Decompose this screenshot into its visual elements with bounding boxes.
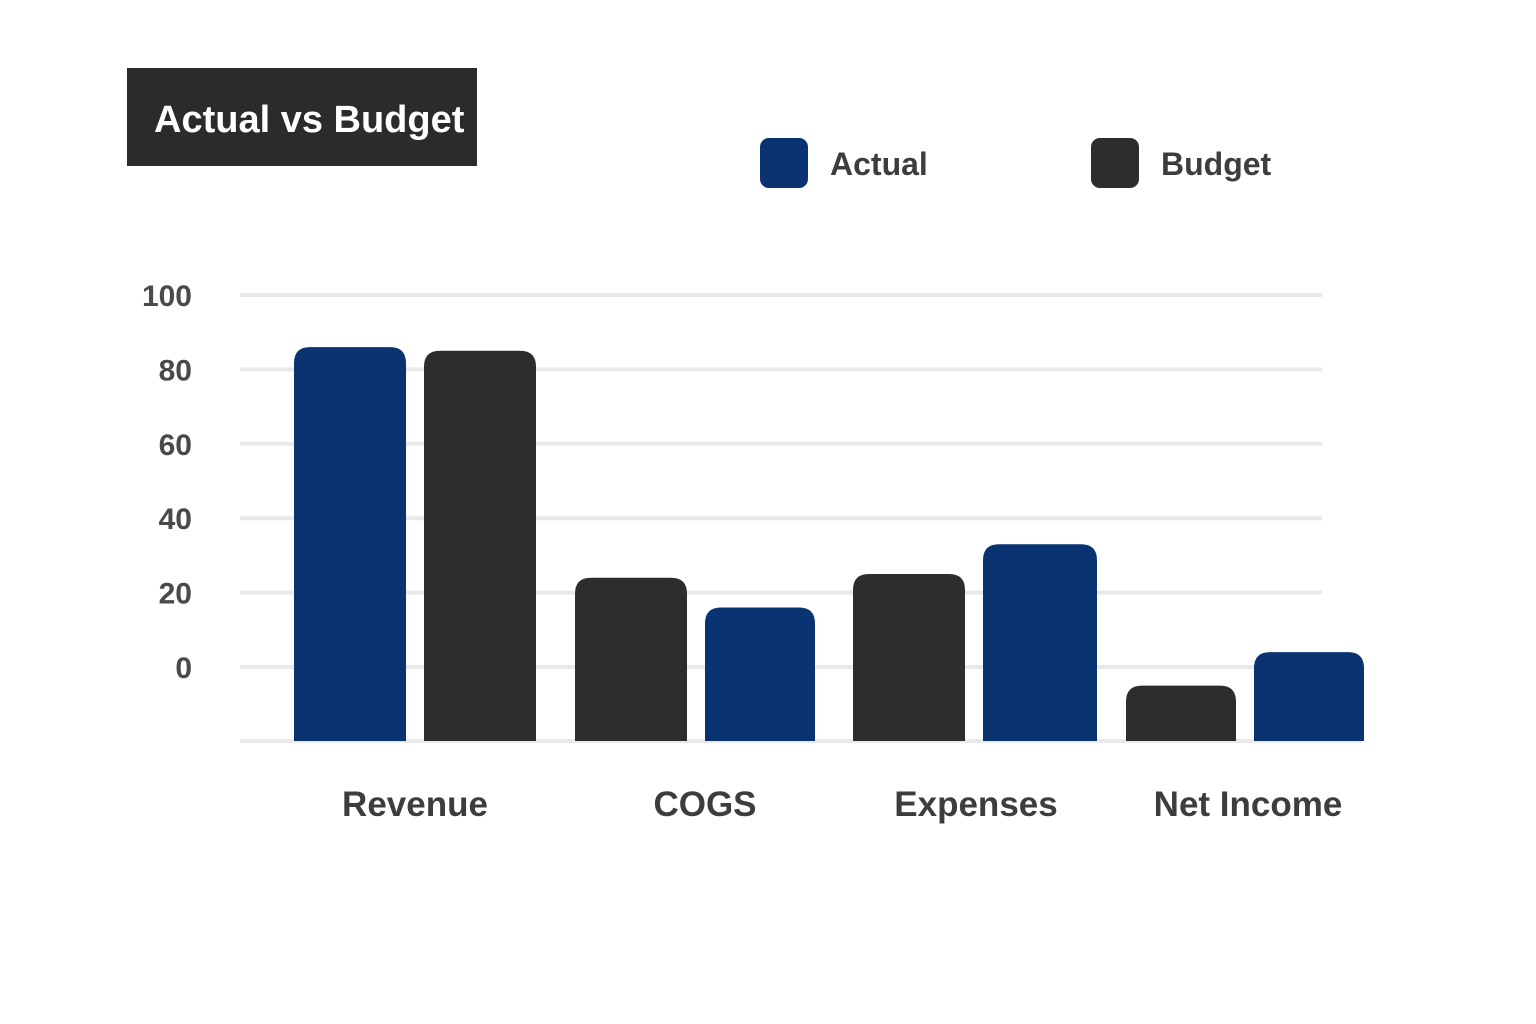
y-tick-label: 60: [159, 429, 192, 462]
legend-swatch-budget: [1091, 138, 1139, 188]
chart-title-background: [127, 68, 477, 166]
x-category-label: Revenue: [342, 785, 488, 824]
x-category-label: COGS: [653, 785, 756, 824]
chart-title: Actual vs Budget: [127, 68, 477, 166]
legend-label-actual: Actual: [830, 146, 928, 182]
x-category-label: Expenses: [894, 785, 1057, 824]
bar-budget-net-income: [1126, 685, 1236, 741]
bar-actual-expenses: [983, 544, 1097, 741]
y-tick-label: 40: [159, 503, 192, 536]
bar-actual-net-income: [1254, 652, 1364, 741]
y-tick-label: 100: [142, 280, 192, 313]
x-category-label: Net Income: [1154, 785, 1343, 824]
legend: Actual Budget: [760, 138, 1272, 188]
bar-budget-cogs: [575, 577, 687, 741]
bar-budget-expenses: [853, 574, 965, 741]
legend-label-budget: Budget: [1161, 146, 1272, 182]
bar-actual-revenue: [294, 347, 406, 741]
y-tick-label: 80: [159, 354, 192, 387]
y-tick-label: 20: [159, 578, 192, 611]
bar-actual-cogs: [705, 607, 815, 741]
x-axis-labels: Revenue COGS Expenses Net Income: [342, 785, 1342, 824]
bar-budget-revenue: [424, 350, 536, 741]
y-tick-label: 0: [175, 652, 192, 685]
legend-swatch-actual: [760, 138, 808, 188]
y-axis-ticks: 100 80 60 40 20 0: [142, 280, 192, 685]
bars: [294, 347, 1364, 741]
chart-title-text: Actual vs Budget: [154, 99, 465, 141]
